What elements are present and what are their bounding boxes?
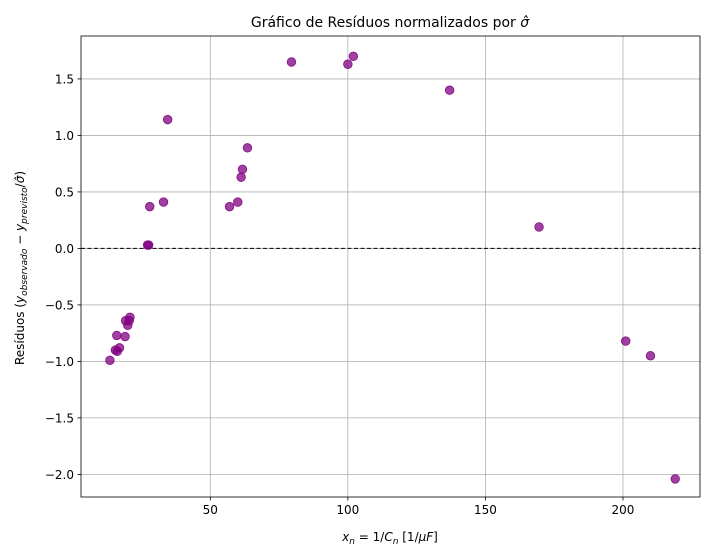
- data-point: [645, 351, 656, 361]
- data-point: [233, 197, 243, 207]
- data-point: [348, 51, 359, 62]
- data-point: [114, 343, 125, 353]
- plot-frame: [80, 35, 701, 498]
- data-point: [145, 201, 155, 212]
- y-tick-label: −1.5: [45, 411, 74, 425]
- data-point: [534, 222, 544, 232]
- axis-ticks: 50 100 150 200 −2.0 −1.5 −1.0 −0.5 0.0 0.5 1.0 1.5: [45, 72, 635, 517]
- data-point: [162, 114, 173, 125]
- data-point: [444, 85, 455, 95]
- y-tick-label: 0.5: [55, 185, 74, 199]
- y-tick-label: −2.0: [45, 468, 74, 482]
- data-point: [224, 201, 235, 212]
- y-tick-label: −1.0: [45, 355, 74, 369]
- x-axis-title: xn = 1/Cn [1/μF]: [341, 530, 438, 547]
- data-point: [158, 197, 169, 207]
- x-tick-label: 150: [474, 503, 497, 517]
- data-point: [237, 164, 248, 175]
- data-points: [105, 51, 680, 484]
- y-tick-label: 0.0: [55, 242, 74, 256]
- x-tick-label: 200: [612, 503, 635, 517]
- y-tick-label: 1.0: [55, 129, 74, 143]
- y-tick-label: −0.5: [45, 298, 74, 312]
- grid: [81, 36, 700, 497]
- x-tick-label: 50: [203, 503, 218, 517]
- data-point: [105, 355, 115, 365]
- y-axis-title: Resíduos (yobservado − yprevisto/σ̂): [13, 171, 30, 365]
- data-point: [670, 474, 680, 484]
- data-point: [112, 330, 122, 341]
- data-point: [242, 143, 253, 153]
- data-point: [236, 172, 246, 182]
- data-point: [343, 59, 353, 69]
- data-point: [120, 331, 130, 342]
- x-tick-label: 100: [336, 503, 359, 517]
- data-point: [621, 336, 631, 346]
- data-point: [286, 57, 297, 67]
- data-point: [125, 312, 135, 323]
- chart-title: Gráfico de Resíduos normalizados por σ̂: [251, 15, 530, 31]
- y-tick-label: 1.5: [55, 72, 74, 86]
- data-point: [143, 240, 154, 250]
